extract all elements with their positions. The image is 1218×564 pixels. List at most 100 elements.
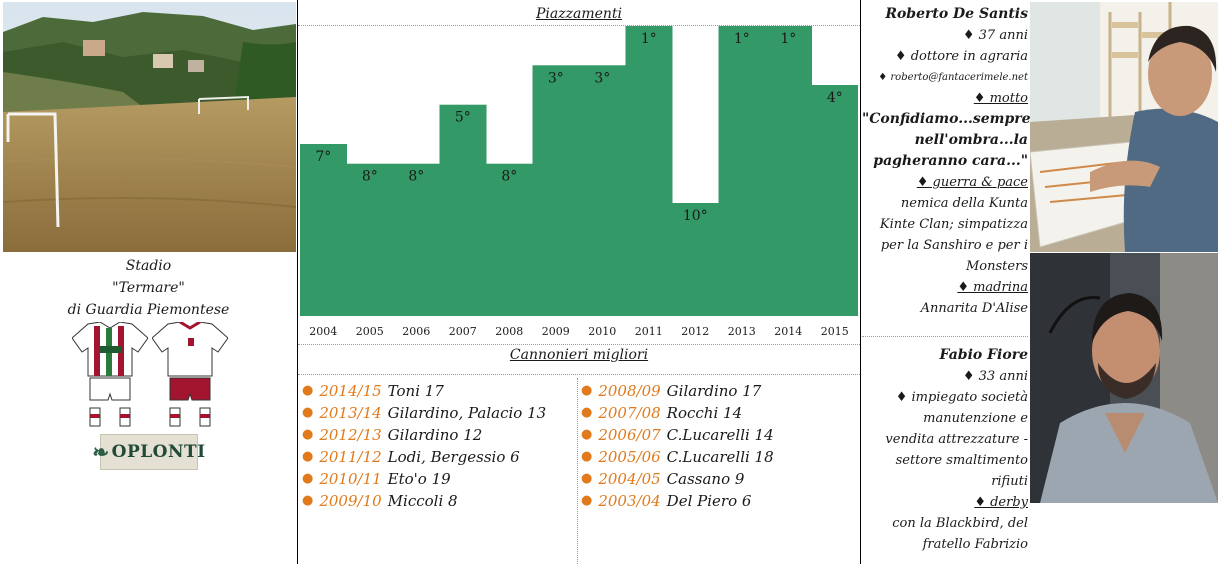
scorer-player: Lodi, Bergessio 6 [387, 448, 520, 466]
chart-data-label-2005: 8° [362, 169, 378, 185]
bullet-icon: ● [302, 493, 314, 508]
chart-data-label-2009: 3° [548, 70, 564, 86]
owner1-godmother: Annarita D'Alise [920, 301, 1028, 316]
bullet-icon: ● [581, 471, 593, 486]
scorer-player: Eto'o 19 [387, 470, 451, 488]
chart-tick-label-2013: 2013 [728, 325, 756, 338]
chart-data-label-2006: 8° [408, 169, 424, 185]
scorers-list-right: ● 2008/09 Gilardino 17 ● 2007/08 Rocchi 14 ● 20… [581, 380, 774, 512]
bullet-icon: ● [302, 471, 314, 486]
scorer-season: 2013/14 [319, 404, 382, 422]
scorer-season: 2010/11 [319, 470, 382, 488]
chart-tick-label-2004: 2004 [309, 325, 337, 338]
chart-bar-2010 [579, 65, 626, 316]
sponsor-logo: ❧ OPLONTI [92, 434, 205, 470]
scorer-season: 2008/09 [598, 382, 661, 400]
divider-left [297, 0, 298, 564]
scorer-season: 2007/08 [598, 404, 661, 422]
chart-data-label-2013: 1° [734, 31, 750, 47]
scorer-player: Gilardino, Palacio 13 [387, 404, 547, 422]
sponsor-label: OPLONTI [111, 442, 206, 462]
owner2-job-5: rifiuti [991, 474, 1028, 489]
scorer-season: 2011/12 [319, 448, 382, 466]
chart-tick-label-2006: 2006 [402, 325, 430, 338]
owner1-age: ♦ 37 anni [962, 28, 1028, 43]
owner1-profile: Roberto De Santis ♦ 37 anni ♦ dottore in… [862, 4, 1031, 319]
scorer-player: Toni 17 [387, 382, 444, 400]
chart-data-label-2007: 5° [455, 110, 471, 126]
bullet-icon: ● [302, 405, 314, 420]
bullet-icon: ● [581, 383, 593, 398]
owner2-profile: Fabio Fiore ♦ 33 anni ♦ impiegato societ… [862, 345, 1028, 555]
chart-bar-2005 [346, 163, 394, 316]
chart-bar-2015 [811, 85, 858, 316]
scorer-season: 2004/05 [598, 470, 661, 488]
owner1-motto-1: "Confidiamo...sempre [862, 111, 1031, 127]
scorers-list-left: ● 2014/15 Toni 17 ● 2013/14 Gilardino, Palaci… [302, 380, 546, 512]
scorer-row-left-1: ● 2013/14 Gilardino, Palacio 13 [302, 402, 546, 424]
owner2-age: ♦ 33 anni [962, 369, 1028, 384]
owner2-derby-1: con la Blackbird, del [892, 516, 1028, 531]
chart-data-label-2008: 8° [501, 169, 517, 185]
home-kit-icon [71, 321, 149, 432]
owner2-derby-label: ♦ derby [974, 495, 1028, 510]
owner1-name: Roberto De Santis [885, 6, 1028, 22]
owner1-motto-3: pagheranno cara..." [873, 153, 1028, 169]
chart-title: Piazzamenti [535, 6, 623, 22]
placements-chart: 7° 2004 8° 2005 8° 2006 5° 2007 8° 2008 3° 2009 3° 20… [300, 26, 858, 338]
scorer-player: Rocchi 14 [666, 404, 743, 422]
owner2-job-1: ♦ impiegato società [895, 390, 1028, 405]
chart-tick-label-2009: 2009 [542, 325, 570, 338]
scorers-column-rule [577, 378, 578, 564]
owner2-job-2: manutenzione e [923, 411, 1028, 426]
chart-tick-label-2014: 2014 [774, 325, 802, 338]
away-kit-icon [151, 320, 229, 432]
owner2-derby-2: fratello Fabrizio [922, 537, 1028, 552]
scorer-row-right-5: ● 2003/04 Del Piero 6 [581, 490, 774, 512]
owner1-war-label: ♦ guerra & pace [916, 175, 1028, 190]
section-rule [298, 344, 860, 345]
owner1-motto-2: nell'ombra...la [914, 132, 1028, 148]
chart-data-label-2014: 1° [780, 31, 796, 47]
stadium-caption: Stadio "Termare" di Guardia Piemontese [0, 255, 297, 321]
chart-tick-label-2007: 2007 [449, 325, 477, 338]
stadium-caption-line3: di Guardia Piemontese [67, 302, 230, 318]
chart-tick-label-2010: 2010 [588, 325, 616, 338]
chart-bar-2006 [393, 163, 440, 316]
scorer-row-left-0: ● 2014/15 Toni 17 [302, 380, 546, 402]
chart-tick-label-2015: 2015 [821, 325, 849, 338]
seahorse-icon: ❧ [92, 440, 110, 464]
scorers-title-rule [298, 374, 860, 375]
chart-bar-2004 [300, 144, 347, 316]
owner1-war-2: Kinte Clan; simpatizza [879, 217, 1028, 232]
bullet-icon: ● [581, 493, 593, 508]
chart-tick-label-2005: 2005 [356, 325, 384, 338]
chart-bar-2007 [439, 104, 487, 316]
chart-data-label-2010: 3° [594, 70, 610, 86]
scorer-season: 2003/04 [598, 492, 661, 510]
owner1-job: ♦ dottore in agraria [894, 49, 1028, 64]
divider-right [860, 0, 861, 564]
scorer-player: C.Lucarelli 14 [666, 426, 774, 444]
photo-spacer [1030, 503, 1218, 564]
chart-data-label-2012: 10° [683, 208, 708, 224]
bullet-icon: ● [302, 383, 314, 398]
owner1-war-3: per la Sanshiro e per i [880, 238, 1028, 253]
scorer-row-left-3: ● 2011/12 Lodi, Bergessio 6 [302, 446, 546, 468]
stadium-caption-line2: "Termare" [112, 280, 185, 296]
owner1-godmother-label: ♦ madrina [957, 280, 1028, 295]
scorer-row-right-4: ● 2004/05 Cassano 9 [581, 468, 774, 490]
scorer-row-right-3: ● 2005/06 C.Lucarelli 18 [581, 446, 774, 468]
owner2-name: Fabio Fiore [939, 347, 1028, 363]
stadium-caption-line1: Stadio [125, 258, 172, 274]
owner1-war-4: Monsters [966, 259, 1028, 274]
scorer-row-left-5: ● 2009/10 Miccoli 8 [302, 490, 546, 512]
bullet-icon: ● [581, 449, 593, 464]
owner1-photo [1030, 2, 1218, 252]
bullet-icon: ● [302, 427, 314, 442]
profile-rule [862, 336, 1028, 337]
owner2-job-3: vendita attrezzature - [885, 432, 1028, 447]
chart-data-label-2004: 7° [315, 149, 331, 165]
owner1-email[interactable]: ♦ roberto@fantacerimele.net [878, 72, 1028, 83]
scorer-season: 2005/06 [598, 448, 661, 466]
